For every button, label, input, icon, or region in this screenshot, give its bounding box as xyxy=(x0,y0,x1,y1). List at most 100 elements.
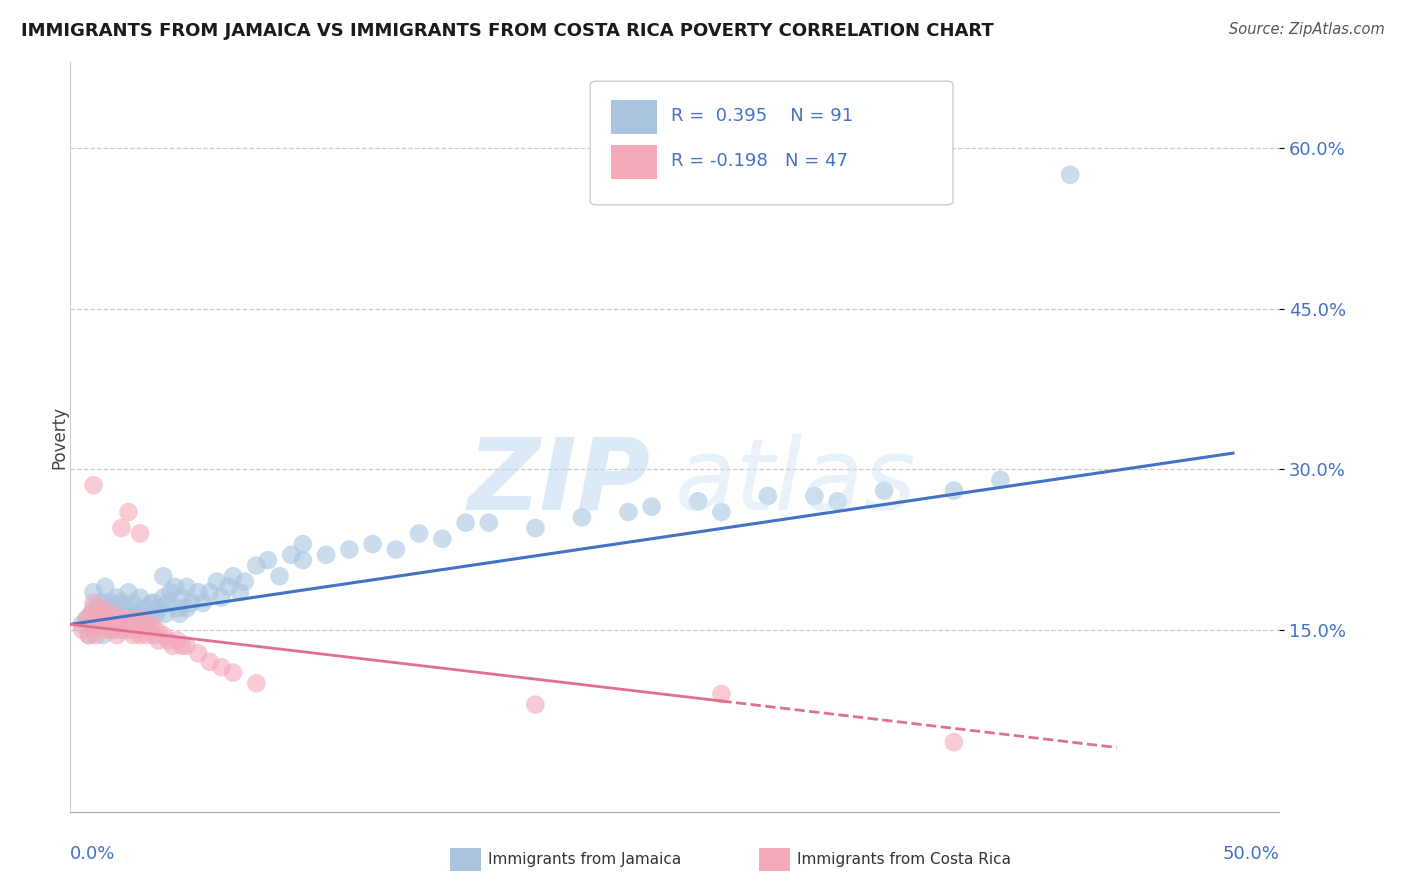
Point xyxy=(90,596,111,610)
Point xyxy=(129,591,152,605)
Point xyxy=(134,601,156,615)
Point xyxy=(105,591,128,605)
Point xyxy=(205,574,228,589)
Point xyxy=(127,607,149,621)
Text: Source: ZipAtlas.com: Source: ZipAtlas.com xyxy=(1229,22,1385,37)
Point xyxy=(176,580,198,594)
Point xyxy=(98,612,121,626)
Text: Immigrants from Jamaica: Immigrants from Jamaica xyxy=(488,853,681,867)
Point xyxy=(198,655,221,669)
Point xyxy=(76,612,98,626)
Point xyxy=(640,500,662,514)
Point xyxy=(159,585,181,599)
Point xyxy=(83,478,105,492)
Point xyxy=(84,617,107,632)
Point xyxy=(688,494,710,508)
Point xyxy=(101,623,124,637)
Point xyxy=(617,505,640,519)
Point xyxy=(873,483,896,498)
Point xyxy=(112,612,135,626)
Point xyxy=(138,617,160,632)
Point xyxy=(408,526,430,541)
Point xyxy=(187,646,209,660)
Point xyxy=(76,612,98,626)
FancyBboxPatch shape xyxy=(591,81,953,205)
Point xyxy=(83,623,105,637)
Point xyxy=(233,574,256,589)
Point xyxy=(152,628,174,642)
Point xyxy=(143,628,166,642)
Point xyxy=(315,548,337,562)
Point xyxy=(187,585,209,599)
Point xyxy=(94,596,117,610)
Point xyxy=(524,698,547,712)
Point xyxy=(129,617,152,632)
Point xyxy=(94,607,117,621)
Point xyxy=(361,537,384,551)
Point xyxy=(291,537,314,551)
Point xyxy=(117,612,139,626)
Point xyxy=(222,665,245,680)
Point xyxy=(83,585,105,599)
Point xyxy=(432,532,454,546)
Point xyxy=(117,505,139,519)
Point xyxy=(91,601,114,615)
Point xyxy=(148,601,170,615)
Point xyxy=(124,617,146,632)
Point xyxy=(827,494,849,508)
Point xyxy=(122,596,145,610)
Point xyxy=(110,623,132,637)
Text: R =  0.395    N = 91: R = 0.395 N = 91 xyxy=(671,107,853,126)
Point xyxy=(180,596,202,610)
Text: atlas: atlas xyxy=(675,434,917,531)
Point xyxy=(143,596,166,610)
Point xyxy=(101,596,124,610)
Point xyxy=(90,617,111,632)
Point xyxy=(131,612,153,626)
Text: 0.0%: 0.0% xyxy=(70,846,115,863)
Text: Immigrants from Costa Rica: Immigrants from Costa Rica xyxy=(797,853,1011,867)
Point xyxy=(115,601,138,615)
Point xyxy=(222,569,245,583)
Point xyxy=(280,548,302,562)
Point xyxy=(136,628,159,642)
Point xyxy=(176,601,198,615)
Point xyxy=(1059,168,1081,182)
FancyBboxPatch shape xyxy=(610,145,657,178)
Point xyxy=(170,639,193,653)
Point xyxy=(80,607,103,621)
Point xyxy=(152,591,174,605)
Point xyxy=(141,596,163,610)
Point xyxy=(115,617,138,632)
Point xyxy=(162,639,184,653)
Point xyxy=(191,596,214,610)
Point xyxy=(127,623,149,637)
Point xyxy=(145,623,167,637)
Point xyxy=(108,607,131,621)
Point xyxy=(145,607,167,621)
Point xyxy=(70,623,93,637)
Point xyxy=(478,516,501,530)
Point xyxy=(156,596,179,610)
Point xyxy=(131,607,153,621)
Point xyxy=(134,617,156,632)
Point xyxy=(94,623,117,637)
Point xyxy=(385,542,408,557)
Point xyxy=(96,617,118,632)
Point xyxy=(170,591,193,605)
Point xyxy=(152,569,174,583)
Point xyxy=(77,628,100,642)
Point xyxy=(94,580,117,594)
Point xyxy=(96,601,118,615)
Point xyxy=(990,473,1012,487)
Point xyxy=(84,628,107,642)
Point xyxy=(524,521,547,535)
Point xyxy=(217,580,239,594)
Point xyxy=(245,676,267,690)
Point xyxy=(155,607,177,621)
Point xyxy=(94,612,117,626)
Point xyxy=(169,607,191,621)
Point xyxy=(176,639,198,653)
Point xyxy=(942,735,965,749)
Point xyxy=(80,607,103,621)
